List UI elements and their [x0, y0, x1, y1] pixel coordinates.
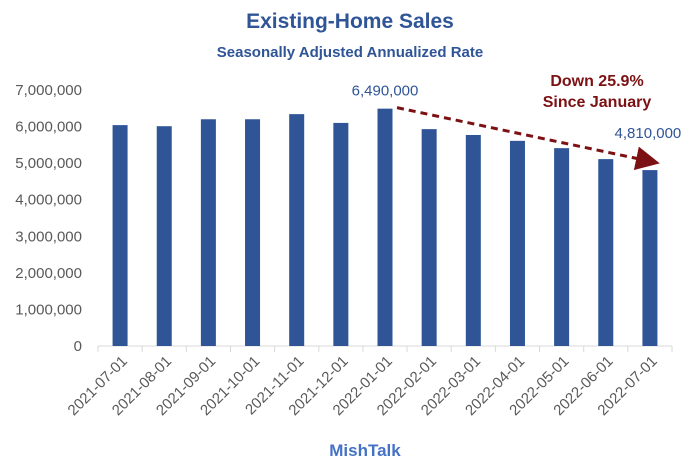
- y-tick-label: 1,000,000: [15, 301, 82, 318]
- bar: [289, 114, 305, 346]
- x-axis-title: MishTalk: [329, 441, 401, 460]
- data-label: 4,810,000: [615, 125, 682, 142]
- y-tick-label: 3,000,000: [15, 228, 82, 245]
- x-tick-marks: [97, 346, 673, 352]
- bar: [554, 148, 570, 346]
- y-tick-label: 2,000,000: [15, 265, 82, 282]
- data-label: 6,490,000: [352, 83, 419, 100]
- bars: [112, 108, 658, 347]
- y-tick-label: 0: [74, 338, 82, 355]
- y-axis-labels: 0 1,000,000 2,000,000 3,000,000 4,000,000 5,0…: [15, 82, 82, 355]
- y-tick-label: 4,000,000: [15, 192, 82, 209]
- chart-subtitle: Seasonally Adjusted Annualized Rate: [217, 44, 483, 61]
- y-tick-label: 7,000,000: [15, 82, 82, 99]
- bar: [377, 108, 393, 346]
- bar: [598, 159, 614, 346]
- bar: [245, 119, 261, 346]
- bar: [509, 140, 525, 346]
- annotation-line-2: Since January: [543, 94, 652, 111]
- bar: [465, 134, 481, 346]
- bar: [112, 125, 128, 346]
- x-axis-labels: 2021-07-012021-08-012021-09-012021-10-01…: [65, 353, 661, 419]
- bar: [421, 129, 437, 346]
- y-tick-label: 5,000,000: [15, 155, 82, 172]
- annotation-line-1: Down 25.9%: [550, 73, 643, 90]
- decline-arrow: [396, 106, 660, 171]
- y-tick-label: 6,000,000: [15, 119, 82, 136]
- chart-title: Existing-Home Sales: [246, 10, 454, 33]
- bar: [333, 122, 349, 347]
- data-labels: 6,490,000 4,810,000: [352, 83, 682, 142]
- bar: [200, 119, 216, 346]
- bar: [156, 126, 172, 346]
- bar: [642, 170, 658, 346]
